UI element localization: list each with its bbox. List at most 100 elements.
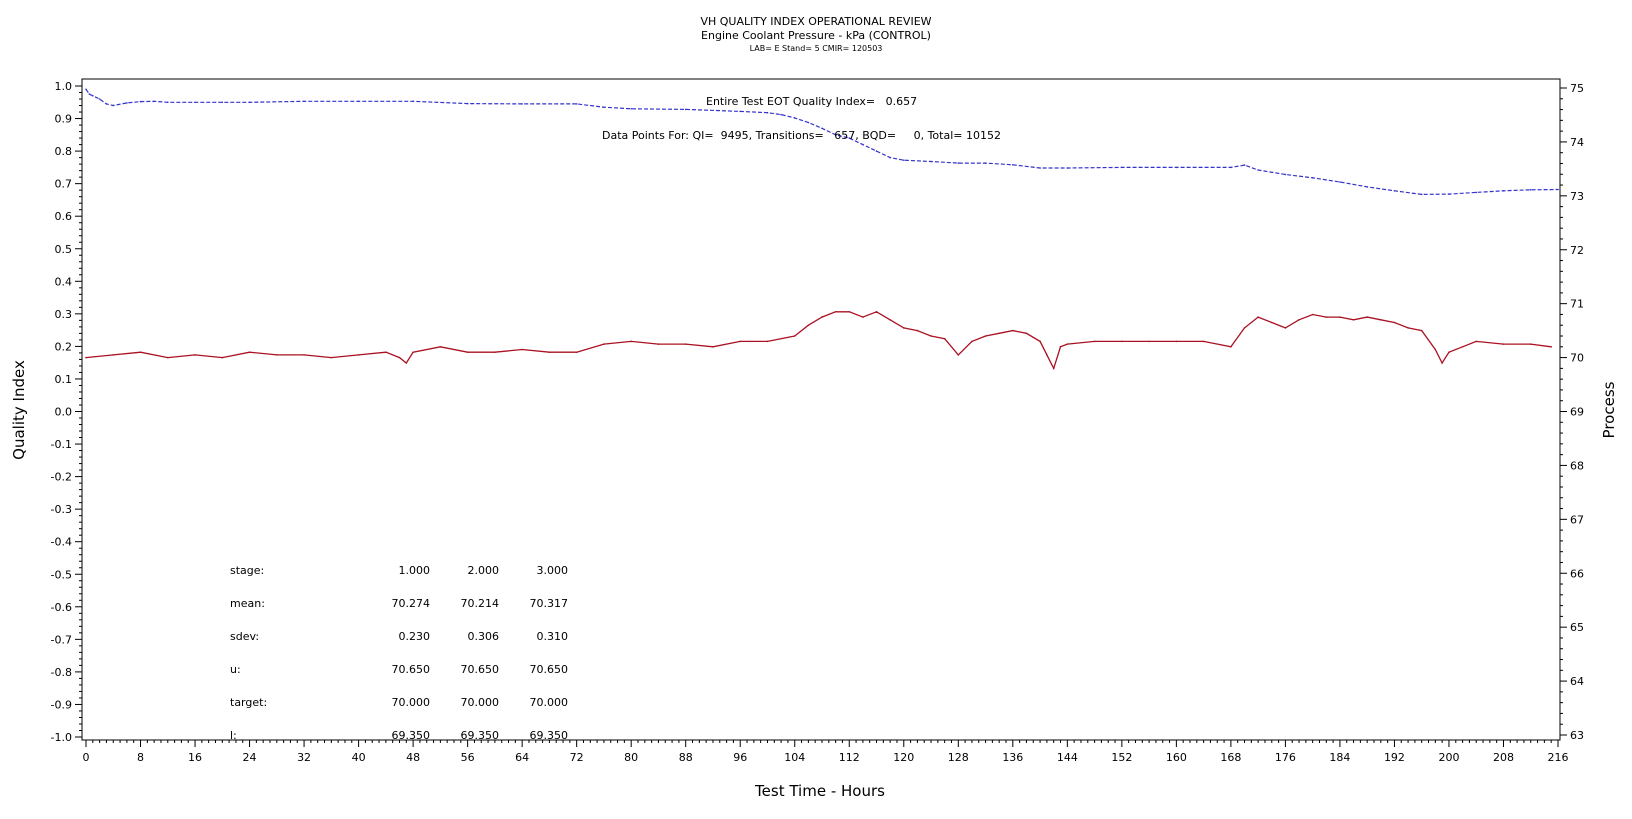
process-point (139, 351, 142, 354)
y-axis-left: 1.0 0.9 0.8 0.7 0.6 0.5 0.4 0.3 0.2 0.1 0.0 -0.1 -0.… (51, 80, 82, 744)
x-tick-label: 8 (137, 751, 144, 764)
process-point (684, 343, 687, 345)
quality-index-point (848, 137, 851, 139)
x-tick-label: 80 (624, 751, 638, 764)
y-left-tick-label: -0.9 (51, 698, 72, 711)
process-point (412, 351, 414, 354)
stats-cell: 70.000 (392, 696, 431, 709)
stats-cell: 0.310 (537, 630, 569, 643)
process-point (1121, 340, 1123, 343)
quality-index-point (630, 108, 632, 110)
x-tick-label: 200 (1438, 751, 1459, 764)
stats-cell: 0.230 (399, 630, 431, 643)
y-left-tick-label: -0.2 (51, 471, 72, 484)
process-point (1284, 327, 1287, 329)
process-point (1448, 351, 1450, 354)
quality-index-point (1284, 173, 1287, 176)
y-right-tick-label: 74 (1570, 136, 1584, 149)
process-point (194, 354, 196, 356)
process-point (1257, 316, 1259, 318)
process-point (821, 316, 823, 318)
process-point (766, 340, 769, 343)
y-right-tick-label: 64 (1570, 675, 1584, 688)
y-axis-right: 75 74 73 72 71 70 69 68 67 66 65 64 63 (1560, 82, 1584, 742)
process-point (903, 327, 905, 329)
stats-row-label: target: (230, 696, 267, 709)
process-point (1298, 319, 1300, 321)
stats-cell: 70.000 (530, 696, 569, 709)
quality-index-point (1448, 193, 1450, 195)
stats-cell: 70.000 (461, 696, 500, 709)
process-point (1407, 327, 1409, 329)
process-point (848, 311, 851, 313)
process-point (603, 343, 605, 345)
y-left-tick-label: 0.5 (55, 243, 73, 256)
chart-titles: VH QUALITY INDEX OPERATIONAL REVIEW Engi… (700, 15, 931, 53)
quality-index-point (603, 106, 605, 108)
process-point (248, 351, 251, 354)
process-point (398, 356, 401, 359)
x-tick-label: 192 (1384, 751, 1405, 764)
quality-index-point (466, 102, 469, 105)
quality-index-point (793, 117, 796, 119)
process-point (1529, 343, 1532, 345)
y-left-tick-label: -0.8 (51, 666, 72, 679)
x-tick-label: 208 (1493, 751, 1514, 764)
process-point (1380, 319, 1382, 321)
y-right-tick-label: 67 (1570, 513, 1584, 526)
stats-cell: 70.274 (392, 597, 431, 610)
quality-index-point (1039, 167, 1041, 169)
quality-index-point (194, 101, 196, 104)
stats-row-label: mean: (230, 597, 265, 610)
quality-index-point (1243, 164, 1246, 166)
y-right-tick-label: 69 (1570, 406, 1584, 419)
y-left-tick-label: 0.0 (55, 406, 73, 419)
process-point (1475, 340, 1477, 343)
x-tick-label: 32 (297, 751, 311, 764)
quality-index-point (739, 110, 741, 113)
y-right-tick-label: 65 (1570, 621, 1584, 634)
x-axis-label: Test Time - Hours (754, 782, 885, 800)
y-left-tick-label: 0.2 (55, 340, 73, 353)
quality-index-point (1230, 166, 1232, 169)
process-point (85, 356, 87, 359)
quality-index-point (903, 159, 905, 161)
process-point (1046, 354, 1048, 356)
process-point (1502, 343, 1505, 345)
plot-frame (81, 78, 1561, 741)
quality-index-point (1175, 166, 1178, 169)
process-point (1352, 319, 1355, 321)
quality-index-point (1529, 189, 1532, 191)
process-point (984, 335, 987, 337)
y-left-tick-label: 0.4 (55, 275, 73, 288)
stats-cell: 0.306 (468, 630, 500, 643)
series-layer (85, 88, 1559, 371)
stats-row-label: l: (230, 729, 237, 742)
x-tick-label: 168 (1220, 751, 1241, 764)
process-point (1393, 321, 1396, 324)
quality-index-point (1366, 186, 1368, 188)
process-point (1230, 346, 1232, 348)
process-point (957, 354, 960, 356)
quality-index-point (139, 100, 142, 103)
stats-cell: 70.650 (461, 663, 500, 676)
quality-index-series (85, 88, 1559, 196)
x-tick-label: 176 (1275, 751, 1296, 764)
quality-index-point (1475, 191, 1477, 194)
x-tick-label: 128 (948, 751, 969, 764)
y-left-tick-label: 0.7 (55, 178, 73, 191)
process-point (1025, 332, 1028, 335)
y-left-tick-label: -0.3 (51, 503, 72, 516)
x-tick-label: 96 (733, 751, 747, 764)
process-point (739, 340, 741, 343)
quality-index-point (1121, 166, 1123, 169)
quality-index-point (1066, 167, 1069, 169)
process-point (439, 346, 442, 348)
x-tick-label: 40 (352, 751, 366, 764)
quality-index-point (357, 100, 360, 103)
quality-index-point (807, 121, 810, 124)
y-axis-right-label: Process (1600, 381, 1618, 438)
x-axis: 0 8 16 24 32 40 48 56 64 72 80 88 96 104 112 120 128 136 1… (83, 740, 1569, 764)
eot-quality-index-annotation: Entire Test EOT Quality Index= 0.657 (706, 95, 917, 108)
